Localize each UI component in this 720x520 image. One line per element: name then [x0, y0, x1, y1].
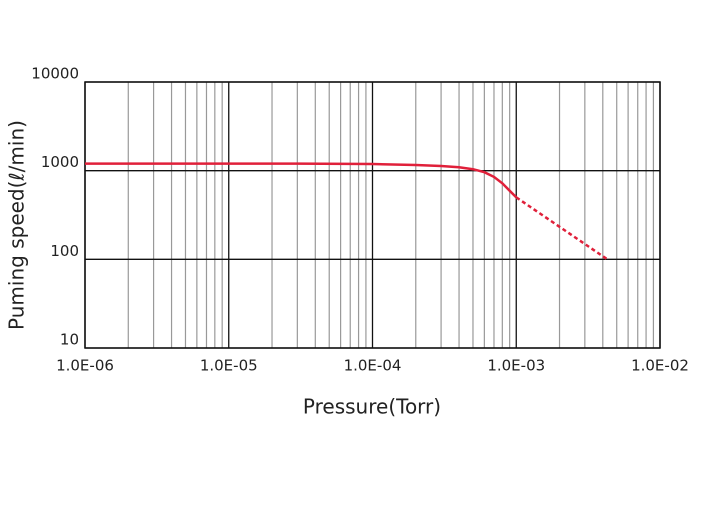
- y-tick-label: 1000: [41, 153, 79, 171]
- y-tick-label: 100: [50, 242, 79, 260]
- x-axis-label: Pressure(Torr): [303, 395, 441, 419]
- x-tick-label: 1.0E-06: [56, 357, 114, 375]
- y-axis-label: Puming speed(ℓ/min): [5, 120, 29, 330]
- x-tick-label: 1.0E-05: [200, 357, 258, 375]
- series-line: [85, 162, 518, 199]
- plot-frame: [84, 81, 661, 349]
- x-tick-label: 1.0E-02: [631, 357, 689, 375]
- y-tick-label: 10: [60, 331, 79, 349]
- y-tick-label: 10000: [31, 65, 79, 83]
- x-tick-label: 1.0E-04: [344, 357, 402, 375]
- series-line: [515, 196, 609, 261]
- x-tick-label: 1.0E-03: [487, 357, 545, 375]
